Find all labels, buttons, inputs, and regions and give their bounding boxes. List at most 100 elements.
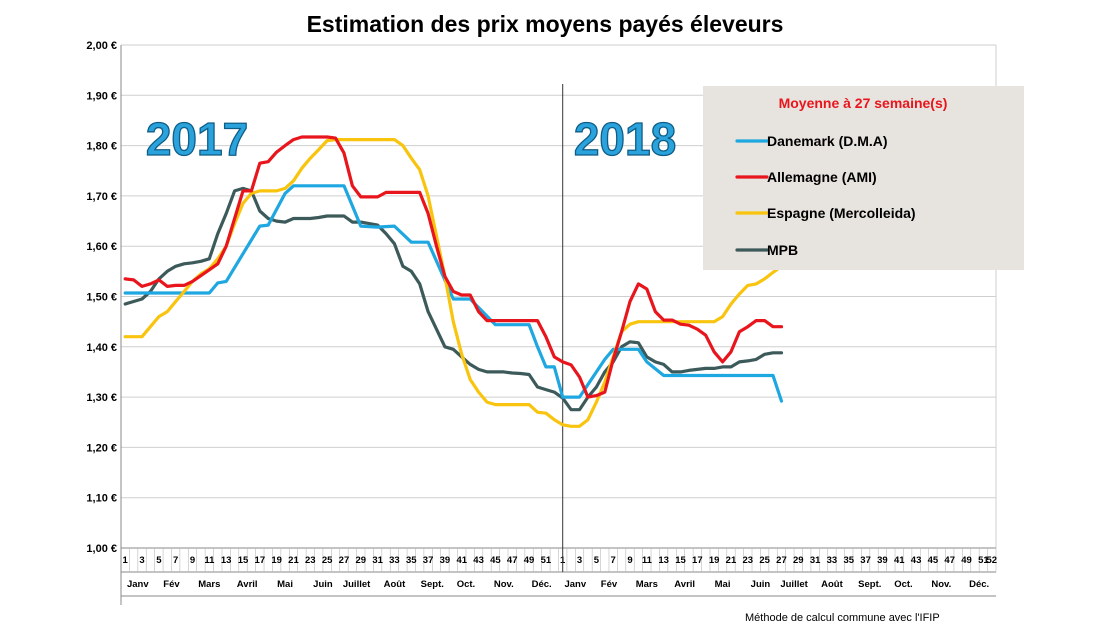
legend: Moyenne à 27 semaine(s) Danemark (D.M.A)… xyxy=(703,86,1024,270)
x-tick-label: 35 xyxy=(406,555,417,566)
y-tick-label: 1,00 € xyxy=(86,543,117,555)
x-tick-label: 41 xyxy=(456,555,467,566)
y-tick-label: 2,00 € xyxy=(86,40,117,52)
x-tick-label: 37 xyxy=(860,555,871,566)
x-tick-label: 29 xyxy=(793,555,804,566)
month-label: Sept. xyxy=(858,579,881,590)
x-tick-label: 47 xyxy=(507,555,518,566)
series-line-1 xyxy=(123,135,784,399)
x-tick-label: 3 xyxy=(577,555,582,566)
x-tick-label: 17 xyxy=(692,555,703,566)
chart-title: Estimation des prix moyens payés éleveur… xyxy=(307,11,784,37)
x-tick-label: 31 xyxy=(810,555,821,566)
x-tick-label: 51 xyxy=(978,555,989,566)
x-tick-label: 35 xyxy=(843,555,854,566)
x-tick-label: 11 xyxy=(642,555,653,566)
x-tick-label: 51 xyxy=(541,555,552,566)
x-tick-label: 25 xyxy=(322,555,333,566)
x-tick-label: 21 xyxy=(726,555,737,566)
x-tick-label: 7 xyxy=(173,555,178,566)
x-tick-label: 39 xyxy=(440,555,451,566)
x-tick-label: 41 xyxy=(894,555,905,566)
x-tick-label: 27 xyxy=(776,555,787,566)
x-tick-label: 45 xyxy=(928,555,939,566)
month-label: Déc. xyxy=(969,579,989,590)
month-label: Janv xyxy=(564,579,586,590)
x-tick-label: 19 xyxy=(709,555,720,566)
legend-label: Allemagne (AMI) xyxy=(767,169,877,185)
x-tick-label: 43 xyxy=(473,555,484,566)
y-tick-label: 1,90 € xyxy=(86,90,117,102)
y-tick-label: 1,60 € xyxy=(86,241,117,253)
x-tick-label: 1 xyxy=(123,555,129,566)
month-label: Fév xyxy=(163,579,180,590)
x-tick-label: 43 xyxy=(911,555,922,566)
month-label: Août xyxy=(821,579,843,590)
x-tick-label: 49 xyxy=(524,555,535,566)
y-tick-label: 1,20 € xyxy=(86,442,117,454)
x-tick-label: 33 xyxy=(389,555,400,566)
month-label: Nov. xyxy=(494,579,514,590)
year-label-2017: 2017 xyxy=(146,113,248,165)
y-axis: 1,00 € 1,10 € 1,20 € 1,30 € 1,40 € 1,50 € 1,60… xyxy=(86,40,117,555)
y-tick-label: 1,70 € xyxy=(86,191,117,203)
x-tick-label: 5 xyxy=(156,555,162,566)
month-label: Janv xyxy=(127,579,149,590)
month-label: Mars xyxy=(198,579,220,590)
x-tick-label: 15 xyxy=(238,555,249,566)
month-label: Août xyxy=(384,579,406,590)
month-label: Mars xyxy=(636,579,658,590)
legend-label: Danemark (D.M.A) xyxy=(767,133,888,149)
x-tick-label: 9 xyxy=(190,555,195,566)
y-tick-label: 1,50 € xyxy=(86,292,117,304)
month-label: Juin xyxy=(313,579,333,590)
y-tick-label: 1,80 € xyxy=(86,141,117,153)
x-axis: 1 3 5 7 9 11 13 15 17 19 21 23 25 27 29 31 33 35 37 39 41 43 4… xyxy=(121,547,997,597)
x-tick-label: 3 xyxy=(139,555,144,566)
month-label: Nov. xyxy=(931,579,951,590)
x-tick-label: 9 xyxy=(627,555,632,566)
series-line-3 xyxy=(123,186,784,412)
month-label: Avril xyxy=(674,579,695,590)
legend-label: Espagne (Mercolleida) xyxy=(767,205,916,221)
x-tick-label: 27 xyxy=(339,555,350,566)
month-label: Fév xyxy=(601,579,618,590)
y-tick-label: 1,30 € xyxy=(86,392,117,404)
month-label: Oct. xyxy=(894,579,912,590)
x-tick-label: 19 xyxy=(271,555,282,566)
x-tick-label: 47 xyxy=(944,555,955,566)
x-tick-label: 45 xyxy=(490,555,501,566)
year-label-2018: 2018 xyxy=(574,113,676,165)
x-tick-label: 49 xyxy=(961,555,972,566)
month-label: Mai xyxy=(277,579,293,590)
month-label: Oct. xyxy=(457,579,475,590)
x-tick-label: 23 xyxy=(305,555,316,566)
x-tick-label: 33 xyxy=(827,555,838,566)
x-tick-label: 5 xyxy=(594,555,600,566)
month-labels: Janv Fév Mars Avril Mai Juin Juillet Août Sept. O… xyxy=(127,579,989,590)
x-tick-label: 31 xyxy=(372,555,383,566)
x-tick-label: 13 xyxy=(221,555,232,566)
x-tick-label: 7 xyxy=(611,555,616,566)
x-tick-label: 13 xyxy=(658,555,669,566)
month-label: Mai xyxy=(715,579,731,590)
month-label: Sept. xyxy=(421,579,444,590)
legend-title: Moyenne à 27 semaine(s) xyxy=(779,95,948,111)
x-tick-label: 21 xyxy=(288,555,299,566)
month-label: Juillet xyxy=(343,579,371,590)
month-label: Juillet xyxy=(780,579,808,590)
month-label: Juin xyxy=(751,579,771,590)
x-tick-label: 25 xyxy=(759,555,770,566)
y-tick-label: 1,10 € xyxy=(86,493,117,505)
footnote: Méthode de calcul commune avec l'IFIP xyxy=(745,612,940,624)
x-tick-label: 39 xyxy=(877,555,888,566)
y-tick-label: 1,40 € xyxy=(86,342,117,354)
x-tick-label: 17 xyxy=(255,555,266,566)
x-tick-label: 15 xyxy=(675,555,686,566)
series-lines xyxy=(123,135,784,428)
x-tick-label: 23 xyxy=(743,555,754,566)
x-tick-label: 11 xyxy=(204,555,215,566)
x-tick-label: 37 xyxy=(423,555,434,566)
legend-label: MPB xyxy=(767,242,798,258)
